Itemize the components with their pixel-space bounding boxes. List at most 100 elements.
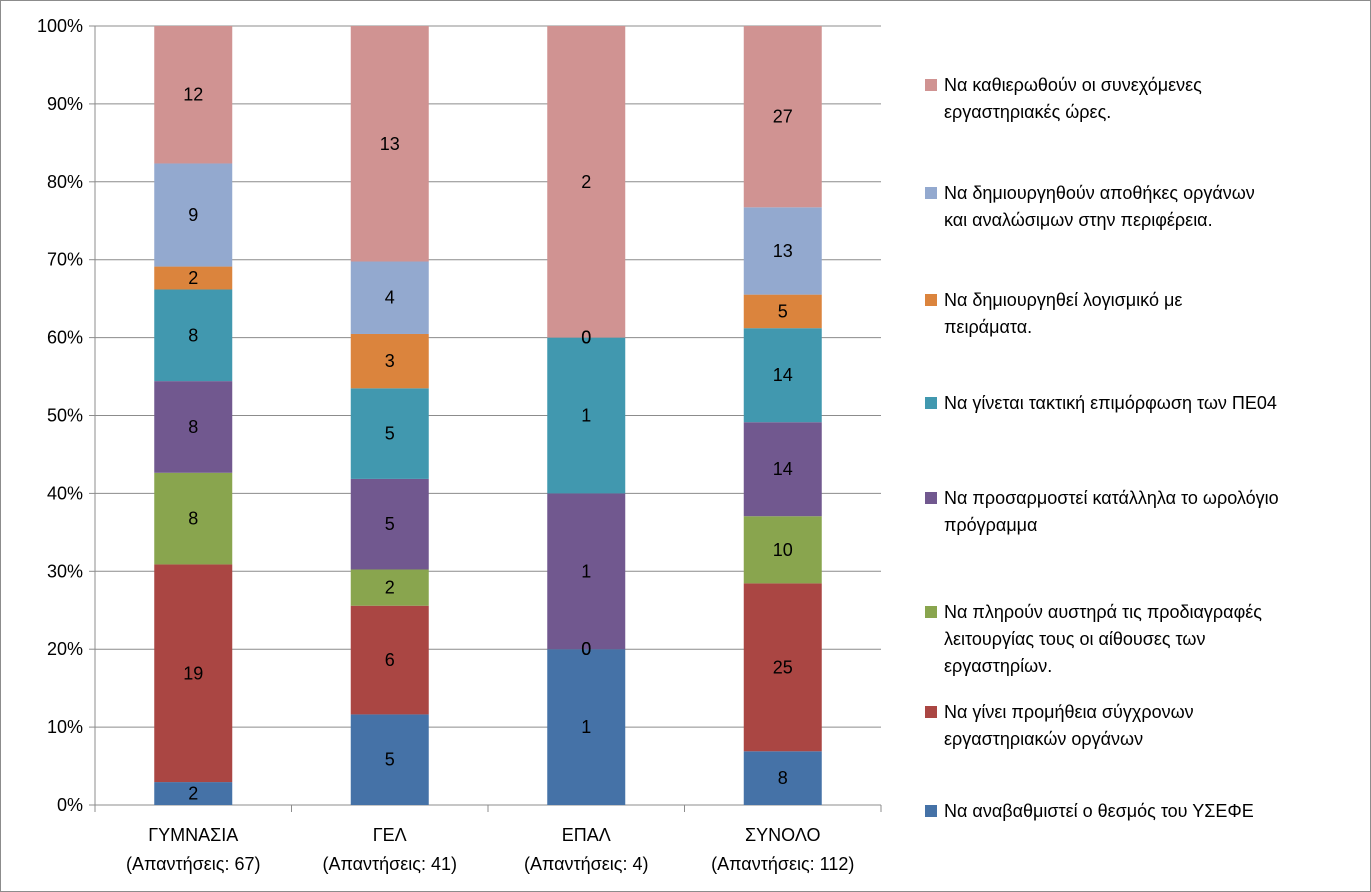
- x-category-label: ΓΕΛ: [373, 825, 407, 845]
- data-label: 1: [581, 561, 591, 581]
- legend-swatch: [925, 805, 937, 817]
- legend-label: εργαστηριακές ώρες.: [944, 102, 1111, 122]
- legend-swatch: [925, 706, 937, 718]
- legend-swatch: [925, 397, 937, 409]
- legend-label: Να γίνεται τακτική επιμόρφωση των ΠΕ04: [944, 393, 1277, 413]
- legend-swatch: [925, 187, 937, 199]
- legend-label: εργαστηρίων.: [944, 656, 1052, 676]
- legend-label: Να πληρούν αυστηρά τις προδιαγραφές: [944, 602, 1262, 622]
- data-label: 8: [188, 417, 198, 437]
- legend-label: Να προσαρμοστεί κατάλληλα το ωρολόγιο: [944, 488, 1279, 508]
- legend-label: Να δημιουργηθεί λογισμικό με: [944, 290, 1182, 310]
- data-label: 5: [385, 424, 395, 444]
- data-label: 9: [188, 205, 198, 225]
- legend-label: και αναλώσιμων στην περιφέρεια.: [944, 210, 1213, 230]
- y-tick-label: 40%: [47, 483, 83, 503]
- data-label: 25: [773, 657, 793, 677]
- data-label: 4: [385, 288, 395, 308]
- legend-label: πρόγραμμα: [944, 515, 1037, 535]
- data-label: 8: [188, 325, 198, 345]
- y-tick-label: 0%: [57, 795, 83, 815]
- y-tick-label: 70%: [47, 250, 83, 270]
- bar-segment: [547, 26, 626, 338]
- x-category-label: ΣΥΝΟΛΟ: [745, 825, 820, 845]
- bar-segment: [743, 26, 822, 208]
- bar-segment: [154, 782, 233, 805]
- bar-segment: [743, 516, 822, 584]
- data-label: 13: [380, 134, 400, 154]
- y-tick-label: 60%: [47, 328, 83, 348]
- legend: Να καθιερωθούν οι συνεχόμενες εργαστηριακ…: [925, 75, 1279, 821]
- bar-segment: [743, 294, 822, 329]
- bar-segment: [547, 337, 626, 494]
- bar-segment: [154, 266, 233, 290]
- data-label: 13: [773, 241, 793, 261]
- legend-label: εργαστηριακών οργάνων: [944, 729, 1143, 749]
- data-labels: 2198882912562553413100110028251014145132…: [183, 85, 793, 804]
- x-category-label: ΓΥΜΝΑΣΙΑ: [148, 825, 238, 845]
- data-label: 0: [581, 328, 591, 348]
- x-category-label: (Απαντήσεις: 41): [322, 854, 457, 874]
- data-label: 1: [581, 406, 591, 426]
- bar-segment: [350, 26, 429, 262]
- bar-segment: [350, 388, 429, 479]
- data-label: 5: [385, 750, 395, 770]
- x-category-label: ΕΠΑΛ: [562, 825, 611, 845]
- bar-segment: [547, 493, 626, 650]
- data-label: 0: [581, 639, 591, 659]
- bars: [154, 26, 822, 805]
- y-tick-label: 100%: [37, 16, 83, 36]
- data-label: 2: [188, 268, 198, 288]
- bar-segment: [547, 649, 626, 805]
- legend-label: Να δημιουργηθούν αποθήκες οργάνων: [944, 183, 1255, 203]
- y-tick-label: 50%: [47, 406, 83, 426]
- y-tick-label: 30%: [47, 561, 83, 581]
- data-label: 8: [188, 509, 198, 529]
- bar-segment: [743, 422, 822, 517]
- data-label: 27: [773, 107, 793, 127]
- legend-swatch: [925, 294, 937, 306]
- data-label: 2: [385, 578, 395, 598]
- data-label: 2: [581, 172, 591, 192]
- y-tick-label: 10%: [47, 717, 83, 737]
- data-label: 14: [773, 365, 793, 385]
- legend-swatch: [925, 79, 937, 91]
- legend-label: πειράματα.: [944, 317, 1032, 337]
- bar-segment: [154, 26, 233, 164]
- legend-label: Να καθιερωθούν οι συνεχόμενες: [944, 75, 1202, 95]
- legend-label: λειτουργίας τους οι αίθουσες των: [944, 629, 1205, 649]
- x-category-label: (Απαντήσεις: 67): [126, 854, 261, 874]
- data-label: 1: [581, 717, 591, 737]
- data-label: 5: [385, 514, 395, 534]
- y-tick-label: 20%: [47, 639, 83, 659]
- data-label: 2: [188, 784, 198, 804]
- x-category-label: (Απαντήσεις: 4): [524, 854, 649, 874]
- legend-label: Να αναβαθμιστεί ο θεσμός του ΥΣΕΦΕ: [944, 801, 1254, 821]
- y-tick-label: 80%: [47, 172, 83, 192]
- bar-segment: [154, 381, 233, 473]
- bar-segment: [350, 478, 429, 570]
- bar-segment: [743, 751, 822, 805]
- bar-segment: [154, 289, 233, 382]
- legend-label: Να γίνει προμήθεια σύγχρονων: [944, 702, 1194, 722]
- data-label: 0: [581, 639, 591, 659]
- bar-segment: [350, 333, 429, 389]
- bar-segment: [350, 605, 429, 715]
- data-label: 5: [778, 301, 788, 321]
- bar-segment: [350, 714, 429, 805]
- legend-swatch: [925, 492, 937, 504]
- data-label: 10: [773, 540, 793, 560]
- axes: 0% 10% 20% 30% 40% 50% 60% 70% 80% 90% 100% ΓΥΜΝΑΣΙ…: [37, 16, 882, 874]
- bar-segment: [743, 583, 822, 752]
- bar-segment: [154, 163, 233, 267]
- y-tick-label: 90%: [47, 94, 83, 114]
- data-label: 8: [778, 768, 788, 788]
- data-label: 19: [183, 663, 203, 683]
- data-label: 3: [385, 351, 395, 371]
- x-category-label: (Απαντήσεις: 112): [711, 854, 854, 874]
- bar-segment: [350, 569, 429, 606]
- data-label: 0: [581, 328, 591, 348]
- legend-swatch: [925, 606, 937, 618]
